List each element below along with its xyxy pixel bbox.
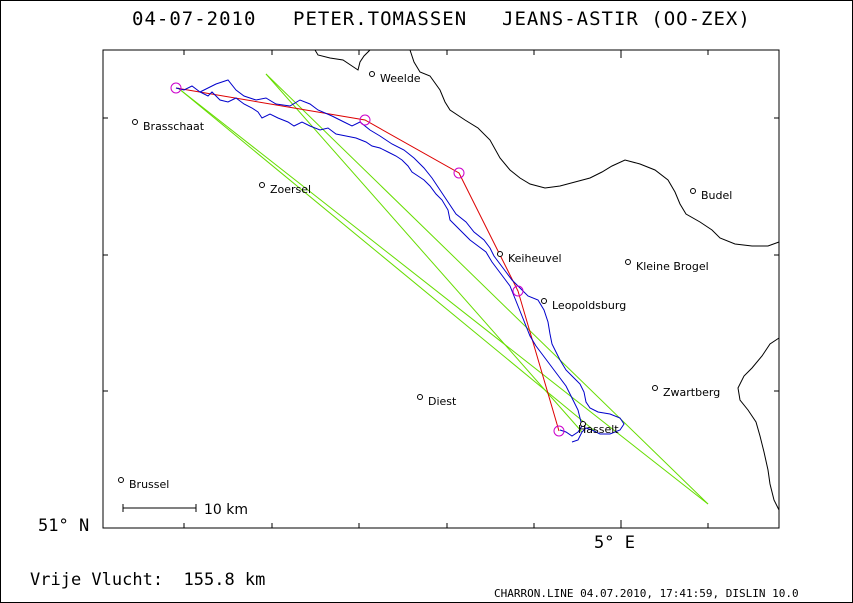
turnpoint-1 <box>359 114 371 126</box>
country-border <box>314 49 780 247</box>
place-keiheuvel: Keiheuvel <box>497 251 562 265</box>
place-kleine-brogel: Kleine Brogel <box>625 259 709 273</box>
turnpoint-start <box>170 82 182 94</box>
gps-track <box>175 85 583 437</box>
place-budel: Budel <box>690 188 732 202</box>
longitude-label: 5° E <box>594 533 635 553</box>
svg-text:Leopoldsburg: Leopoldsburg <box>552 299 626 312</box>
svg-text:Diest: Diest <box>428 395 457 408</box>
flight-distance: Vrije Vlucht: 155.8 km <box>30 570 266 590</box>
place-brussel: Brussel <box>118 477 169 491</box>
place-brasschaat: Brasschaat <box>132 119 205 133</box>
svg-text:Weelde: Weelde <box>380 72 421 85</box>
svg-text:Kleine Brogel: Kleine Brogel <box>636 260 709 273</box>
turnpoint-2 <box>453 167 465 179</box>
place-zoersel: Zoersel <box>259 182 311 196</box>
place-diest: Diest <box>417 394 457 408</box>
place-leopoldsburg: Leopoldsburg <box>541 298 626 312</box>
svg-text:Hasselt: Hasselt <box>578 423 619 436</box>
place-weelde: Weelde <box>369 71 421 85</box>
glider-name: JEANS-ASTIR (OO-ZEX) <box>502 8 751 30</box>
latitude-label: 51° N <box>38 516 90 536</box>
flight-date: 04-07-2010 <box>132 8 257 30</box>
task-legs <box>175 87 560 432</box>
turnpoint-3 <box>512 285 524 297</box>
place-zwartberg: Zwartberg <box>652 385 720 399</box>
svg-text:Budel: Budel <box>701 189 732 202</box>
sector-rays <box>177 73 709 505</box>
credit-line: CHARRON.LINE 04.07.2010, 17:41:59, DISLI… <box>494 587 799 600</box>
svg-text:Zwartberg: Zwartberg <box>663 386 720 399</box>
svg-text:Keiheuvel: Keiheuvel <box>508 252 562 265</box>
place-hasselt: Hasselt <box>578 421 619 436</box>
pilot-name: PETER.TOMASSEN <box>293 8 468 30</box>
axis-ticks <box>103 50 779 528</box>
svg-text:Brussel: Brussel <box>129 478 169 491</box>
svg-text:Brasschaat: Brasschaat <box>143 120 205 133</box>
scale-bar-label: 10 km <box>204 502 248 518</box>
scale-bar: 10 km <box>122 502 248 518</box>
svg-text:Zoersel: Zoersel <box>270 183 311 196</box>
turnpoint-finish <box>553 425 565 437</box>
gps-track-2 <box>199 79 625 443</box>
plot-area <box>102 49 780 529</box>
country-border-east <box>737 337 780 511</box>
turnpoints <box>170 82 565 437</box>
place-markers: Weelde Brasschaat Zoersel Budel Keiheuve… <box>118 71 732 491</box>
